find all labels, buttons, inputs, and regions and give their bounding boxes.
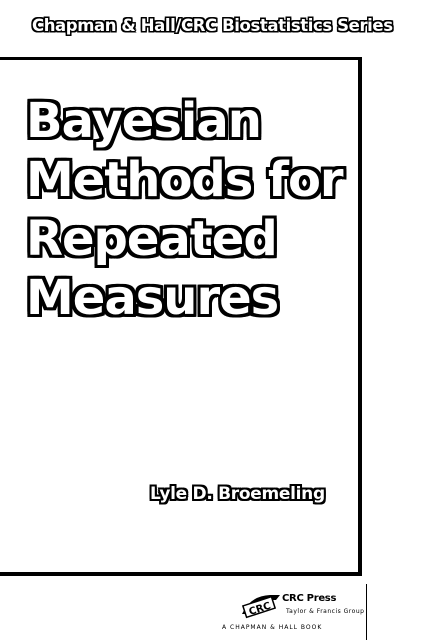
series-band: Chapman & Hall/CRC Biostatistics Series bbox=[0, 0, 393, 60]
book-title: Bayesian Methods for Repeated Measures bbox=[26, 92, 344, 328]
author-name: Lyle D. Broemeling bbox=[150, 484, 325, 504]
publisher-block: CRC CRC Press Taylor & Francis Group A C… bbox=[222, 578, 372, 640]
publisher-imprint: A CHAPMAN & HALL BOOK bbox=[222, 624, 323, 631]
book-title-line-2: Methods for bbox=[26, 152, 344, 208]
book-title-line-3: Repeated bbox=[26, 211, 278, 267]
series-title: Chapman & Hall/CRC Biostatistics Series bbox=[32, 16, 393, 35]
publisher-divider bbox=[366, 584, 367, 640]
crc-press-logo-icon: CRC bbox=[241, 595, 280, 619]
book-title-line-1: Bayesian bbox=[26, 93, 262, 149]
publisher-name: CRC Press bbox=[282, 593, 337, 604]
book-title-line-4: Measures bbox=[26, 270, 279, 326]
cover-frame bbox=[0, 0, 362, 576]
publisher-group: Taylor & Francis Group bbox=[286, 608, 365, 615]
